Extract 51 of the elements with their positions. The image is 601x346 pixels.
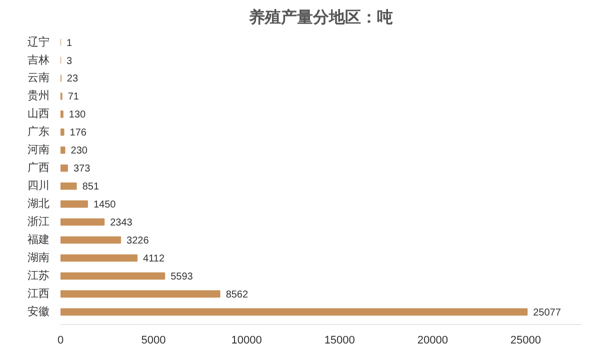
data-label: 71 <box>68 92 80 103</box>
bar <box>60 182 77 190</box>
bar <box>60 128 64 136</box>
data-label: 8562 <box>226 289 248 300</box>
bar <box>60 254 138 262</box>
x-tick-label: 5000 <box>141 334 166 346</box>
chart-title: 养殖产量分地区：吨 <box>248 8 393 26</box>
y-tick-label: 安徽 <box>28 304 50 318</box>
data-label: 851 <box>82 182 100 193</box>
data-label: 5593 <box>170 271 194 282</box>
y-tick-label: 湖北 <box>28 197 50 210</box>
data-label: 3226 <box>126 236 150 247</box>
y-tick-label: 湖南 <box>28 250 50 264</box>
y-tick-label: 福建 <box>28 233 50 246</box>
data-label: 176 <box>70 128 87 139</box>
bar <box>60 236 122 244</box>
y-tick-label: 贵州 <box>28 89 50 102</box>
bar <box>60 200 88 208</box>
bar <box>60 308 528 316</box>
x-tick-label: 0 <box>57 334 64 346</box>
y-tick-label: 广西 <box>28 161 50 174</box>
x-tick-label: 20000 <box>417 334 448 346</box>
data-label: 25077 <box>533 307 562 318</box>
bar <box>60 164 68 172</box>
data-label: 3 <box>66 56 73 67</box>
y-tick-label: 吉林 <box>28 53 50 66</box>
data-label: 23 <box>66 74 78 85</box>
data-label: 130 <box>68 110 86 121</box>
y-tick-label: 江西 <box>28 288 50 300</box>
x-tick-label: 10000 <box>231 334 262 346</box>
y-tick-label: 广东 <box>28 125 50 138</box>
bar <box>60 146 66 154</box>
y-tick-label: 云南 <box>28 71 50 84</box>
y-tick-label: 河南 <box>28 143 50 156</box>
bar <box>60 110 64 118</box>
y-tick-label: 山西 <box>28 107 50 120</box>
data-label: 230 <box>70 146 88 157</box>
y-tick-label: 辽宁 <box>28 35 50 48</box>
y-tick-label: 浙江 <box>28 215 50 228</box>
bar <box>60 290 220 298</box>
bar <box>60 272 166 280</box>
data-label: 373 <box>73 164 91 175</box>
x-tick-label: 25000 <box>510 334 541 346</box>
y-tick-label: 江苏 <box>28 268 50 282</box>
data-label: 1450 <box>93 200 116 211</box>
data-label: 4112 <box>143 253 165 264</box>
data-label: 2343 <box>110 218 133 229</box>
data-label: 1 <box>66 38 73 49</box>
y-tick-label: 四川 <box>28 179 50 192</box>
bar <box>60 218 105 226</box>
x-tick-label: 15000 <box>324 334 355 346</box>
